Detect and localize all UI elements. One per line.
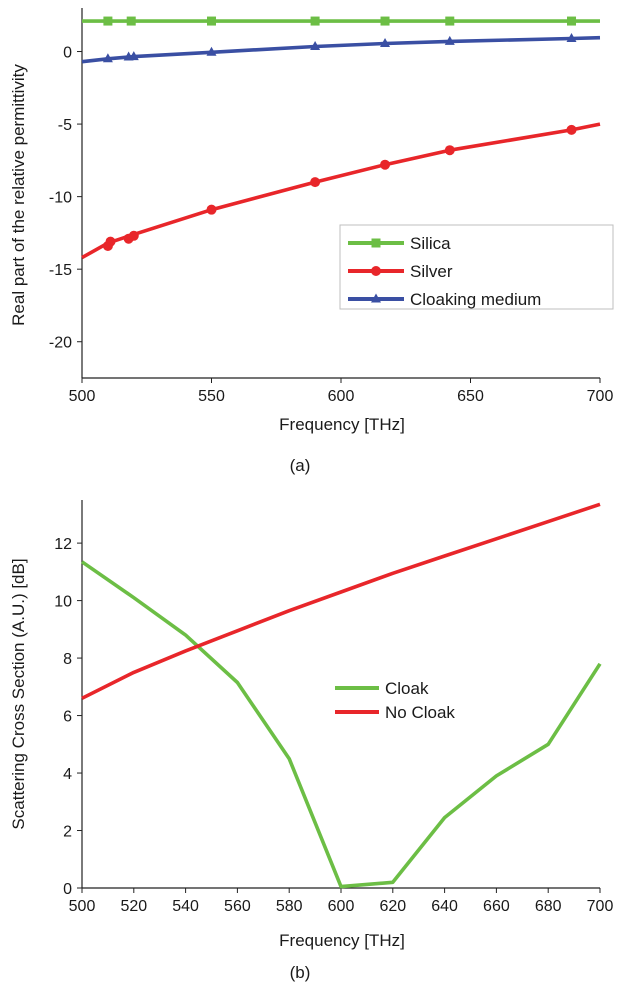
panel-a-legend-label-1: Silver [410, 262, 453, 281]
panel-a-legend-marker-2 [371, 293, 381, 303]
panel-a-x-tick-label: 550 [198, 388, 225, 405]
panel-a-legend-label-2: Cloaking medium [410, 290, 541, 309]
panel-a-point-0 [126, 16, 136, 26]
panel-a-legend-marker-0 [371, 238, 381, 248]
panel-a-y-tick-label: -5 [58, 117, 72, 134]
panel-a-x-axis-label: Frequency [THz] [279, 415, 405, 434]
panel-a-point-0 [207, 16, 216, 26]
panel-a-point-0 [380, 16, 390, 26]
panel-b-series-line-1 [81, 502, 601, 700]
panel-a-point-1 [380, 159, 391, 170]
panel-b-x-tick-label: 580 [276, 898, 303, 915]
panel-b-caption: (b) [290, 963, 311, 982]
panel-a-point-1 [128, 230, 139, 241]
panel-a-point-1 [444, 145, 455, 156]
panel-b-x-tick-label: 680 [535, 898, 562, 915]
panel-a-chart: 500 550 600 650 700 0 -5 -10 -15 -20 Silica Silver… [9, 8, 614, 475]
panel-b-legend-label-0: Cloak [385, 679, 429, 698]
panel-a-legend-marker-1 [371, 266, 381, 276]
panel-b-x-tick-label: 500 [69, 898, 96, 915]
panel-b-series-line-0 [80, 560, 602, 889]
panel-b-legend-label-1: No Cloak [385, 703, 455, 722]
panel-a-point-1 [206, 204, 217, 215]
panel-a-x-tick-label: 600 [328, 388, 355, 405]
panel-a-point-2 [128, 51, 139, 61]
panel-a-series-line-2 [81, 35, 601, 64]
panel-a-axes: 500 550 600 650 700 0 -5 -10 -15 -20 [49, 8, 614, 405]
panel-a-x-tick-label: 650 [457, 388, 484, 405]
panel-a-series [81, 16, 601, 260]
panel-a-caption: (a) [290, 456, 311, 475]
panel-b-chart: 500 520 540 560 580 600 620 640 660 680 700 0 2 4 6 8 10… [9, 500, 613, 982]
panel-a-y-tick-label: 0 [63, 45, 72, 62]
panel-b-axes: 500 520 540 560 580 600 620 640 660 680 700 0 2 4 6 8 10… [54, 500, 613, 915]
panel-a-point-1 [105, 236, 116, 247]
panel-b-y-tick-label: 6 [63, 709, 72, 726]
panel-a-point-0 [567, 16, 577, 26]
panel-b-y-axis-label: Scattering Cross Section (A.U.) [dB] [9, 558, 28, 829]
panel-b-legend: Cloak No Cloak [335, 679, 455, 722]
panel-a-y-tick-label: -10 [49, 190, 72, 207]
panel-a-point-0 [310, 16, 320, 26]
panel-a-point-2 [102, 53, 113, 63]
panel-b-x-tick-label: 520 [120, 898, 147, 915]
panel-b-y-tick-label: 10 [54, 594, 72, 611]
panel-b-y-tick-label: 8 [63, 651, 72, 668]
panel-a-legend-box [339, 224, 614, 310]
panel-b-series [80, 502, 602, 889]
panel-b-y-tick-label: 4 [63, 766, 72, 783]
panel-b-x-tick-label: 620 [379, 898, 406, 915]
panel-a-point-2 [566, 32, 577, 42]
panel-a-legend-label-0: Silica [410, 234, 451, 253]
panel-b-x-tick-label: 640 [431, 898, 458, 915]
panel-b-x-tick-label: 540 [172, 898, 199, 915]
panel-a-point-2 [444, 35, 455, 45]
panel-a-point-1 [566, 124, 577, 135]
panel-a-point-0 [103, 16, 113, 26]
panel-b-x-tick-label: 700 [587, 898, 614, 915]
panel-b-x-axis-label: Frequency [THz] [279, 931, 405, 950]
panel-a-point-2 [380, 38, 391, 48]
panel-b-y-tick-label: 2 [63, 824, 72, 841]
panel-b-y-tick-label: 0 [63, 881, 72, 898]
panel-a-legend: Silica Silver Cloaking medium [339, 224, 614, 310]
panel-a-point-1 [310, 177, 321, 188]
panel-a-y-tick-label: -15 [49, 262, 72, 279]
panel-a-y-tick-label: -20 [49, 335, 72, 352]
panel-a-y-axis-label: Real part of the relative permittivity [9, 64, 28, 326]
panel-a-point-2 [206, 46, 217, 56]
panel-b-y-tick-label: 12 [54, 536, 72, 553]
panel-a-x-tick-label: 500 [69, 388, 96, 405]
panel-a-point-0 [445, 16, 455, 26]
panel-b-x-tick-label: 660 [483, 898, 510, 915]
panel-b-x-tick-label: 600 [328, 898, 355, 915]
panel-a-point-2 [310, 40, 321, 50]
panel-a-x-tick-label: 700 [587, 388, 614, 405]
panel-b-x-tick-label: 560 [224, 898, 251, 915]
